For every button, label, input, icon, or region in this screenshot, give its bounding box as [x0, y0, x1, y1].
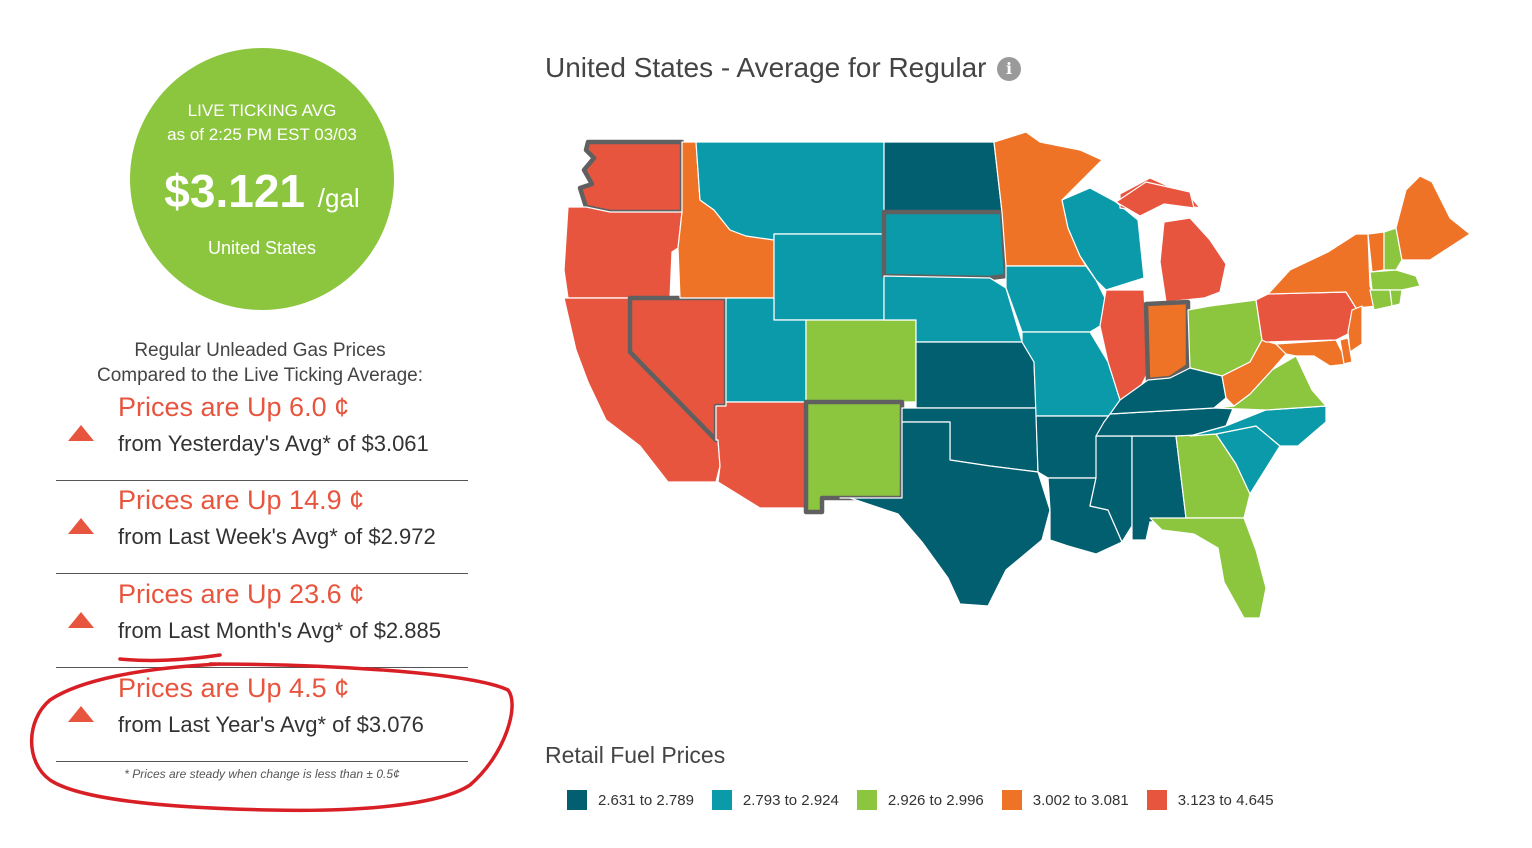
up-arrow-icon: [68, 612, 94, 628]
comparison-title-line2: Compared to the Live Ticking Average:: [96, 365, 423, 386]
legend-swatch: [856, 790, 877, 810]
state-indiana[interactable]: [1143, 299, 1191, 383]
price-change: Prices are Up 4.5 ¢: [118, 673, 350, 703]
legend-swatch: [1001, 790, 1022, 810]
up-arrow-icon: [68, 706, 94, 722]
state-washington[interactable]: [577, 139, 685, 215]
info-icon[interactable]: i: [997, 57, 1021, 81]
state-new-jersey[interactable]: [1347, 305, 1363, 353]
price-reference: from Last Week's Avg* of $2.972: [118, 524, 436, 549]
state-colorado[interactable]: [805, 319, 917, 403]
state-michigan-upper[interactable]: [1115, 181, 1195, 217]
state-wyoming[interactable]: [773, 233, 885, 321]
state-delaware[interactable]: [1339, 337, 1353, 365]
state-maine[interactable]: [1395, 175, 1471, 261]
us-state-price-map: [563, 131, 1471, 619]
legend-label: 3.123 to 4.645: [1177, 791, 1274, 809]
state-new-mexico[interactable]: [803, 399, 905, 515]
comparison-row-last-year: Prices are Up 4.5 ¢ from Last Year's Avg…: [56, 669, 468, 762]
state-rhode-island[interactable]: [1389, 289, 1403, 307]
state-texas[interactable]: [839, 421, 1051, 607]
comparison-row-last-month: Prices are Up 23.6 ¢ from Last Month's A…: [56, 575, 468, 668]
legend-label: 2.631 to 2.789: [598, 791, 694, 809]
legend-label: 2.926 to 2.996: [887, 791, 984, 809]
legend-item[interactable]: 3.123 to 4.645: [1146, 790, 1274, 810]
legend-item[interactable]: 3.002 to 3.081: [1001, 790, 1129, 810]
state-vermont[interactable]: [1367, 231, 1385, 273]
state-massachusetts[interactable]: [1369, 269, 1421, 291]
as-of-timestamp: as of 2:25 PM EST 03/03: [167, 125, 357, 144]
location-label: United States: [207, 238, 317, 258]
steady-price-note: * Prices are steady when change is less …: [124, 767, 400, 781]
state-south-dakota[interactable]: [881, 209, 1009, 281]
live-ticking-label: LIVE TICKING AVG: [187, 101, 337, 120]
legend-title: Retail Fuel Prices: [545, 742, 726, 768]
price-unit: /gal: [317, 183, 360, 213]
map-legend: 2.631 to 2.789 2.793 to 2.924 2.926 to 2…: [567, 790, 1292, 810]
state-new-york[interactable]: [1267, 233, 1379, 309]
legend-swatch: [567, 790, 587, 810]
price-reference: from Last Month's Avg* of $2.885: [118, 618, 441, 643]
comparison-row-last-week: Prices are Up 14.9 ¢ from Last Week's Av…: [56, 481, 468, 574]
price-change: Prices are Up 6.0 ¢: [118, 392, 350, 422]
state-connecticut[interactable]: [1369, 289, 1393, 311]
state-iowa[interactable]: [1005, 265, 1107, 333]
legend-label: 2.793 to 2.924: [742, 791, 839, 809]
state-wisconsin[interactable]: [1061, 187, 1145, 291]
state-michigan-lower[interactable]: [1159, 217, 1227, 303]
up-arrow-icon: [68, 518, 94, 534]
comparison-title-line1: Regular Unleaded Gas Prices: [134, 340, 386, 361]
average-price: $3.121 /gal: [130, 164, 394, 218]
price-value: $3.121: [164, 165, 305, 217]
comparison-row-yesterday: Prices are Up 6.0 ¢ from Yesterday's Avg…: [56, 388, 468, 481]
state-maryland[interactable]: [1275, 339, 1349, 367]
legend-item[interactable]: 2.926 to 2.996: [856, 790, 984, 810]
live-ticking-avg-badge: LIVE TICKING AVG as of 2:25 PM EST 03/03…: [130, 48, 394, 310]
up-arrow-icon: [68, 425, 94, 441]
map-title: United States - Average for Regular: [545, 52, 987, 83]
state-north-carolina[interactable]: [1189, 405, 1327, 447]
price-reference: from Yesterday's Avg* of $3.061: [118, 431, 429, 456]
state-florida[interactable]: [1149, 517, 1267, 619]
state-arizona[interactable]: [715, 401, 807, 509]
state-kansas[interactable]: [915, 341, 1037, 409]
price-reference: from Last Year's Avg* of $3.076: [118, 712, 424, 737]
legend-swatch: [1146, 790, 1167, 810]
state-north-dakota[interactable]: [883, 141, 1003, 213]
comparison-title: Regular Unleaded Gas Prices Compared to …: [40, 338, 480, 388]
price-change: Prices are Up 23.6 ¢: [118, 579, 365, 609]
legend-item[interactable]: 2.631 to 2.789: [567, 790, 694, 810]
state-pennsylvania[interactable]: [1255, 291, 1357, 343]
legend-item[interactable]: 2.793 to 2.924: [711, 790, 839, 810]
state-west-virginia[interactable]: [1221, 339, 1287, 407]
price-change: Prices are Up 14.9 ¢: [118, 485, 365, 515]
legend-swatch: [711, 790, 732, 810]
legend-label: 3.002 to 3.081: [1032, 791, 1129, 809]
state-oregon[interactable]: [563, 206, 683, 299]
